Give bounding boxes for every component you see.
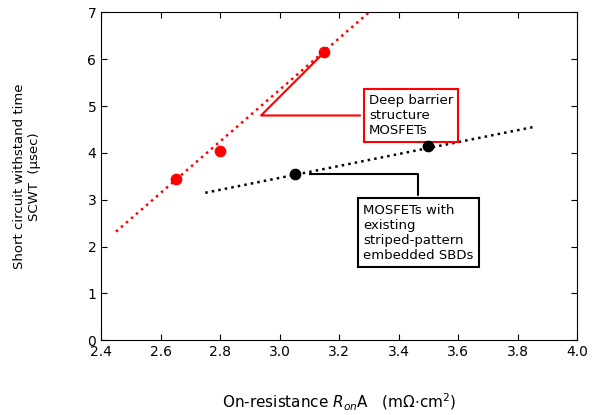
Text: Deep barrier
structure
MOSFETs: Deep barrier structure MOSFETs — [261, 53, 453, 137]
Point — [215, 147, 225, 154]
Text: Short circuit withstand time
SCWT  (μsec): Short circuit withstand time SCWT (μsec) — [13, 84, 42, 269]
Text: MOSFETs with
existing
striped-pattern
embedded SBDs: MOSFETs with existing striped-pattern em… — [310, 174, 474, 261]
Point — [290, 171, 299, 177]
Point — [171, 176, 180, 182]
Point — [320, 49, 329, 56]
Point — [424, 143, 433, 149]
Text: On-resistance $R_{on}$A   (m$\Omega$$\cdot$cm$^2$): On-resistance $R_{on}$A (m$\Omega$$\cdot… — [222, 392, 456, 413]
